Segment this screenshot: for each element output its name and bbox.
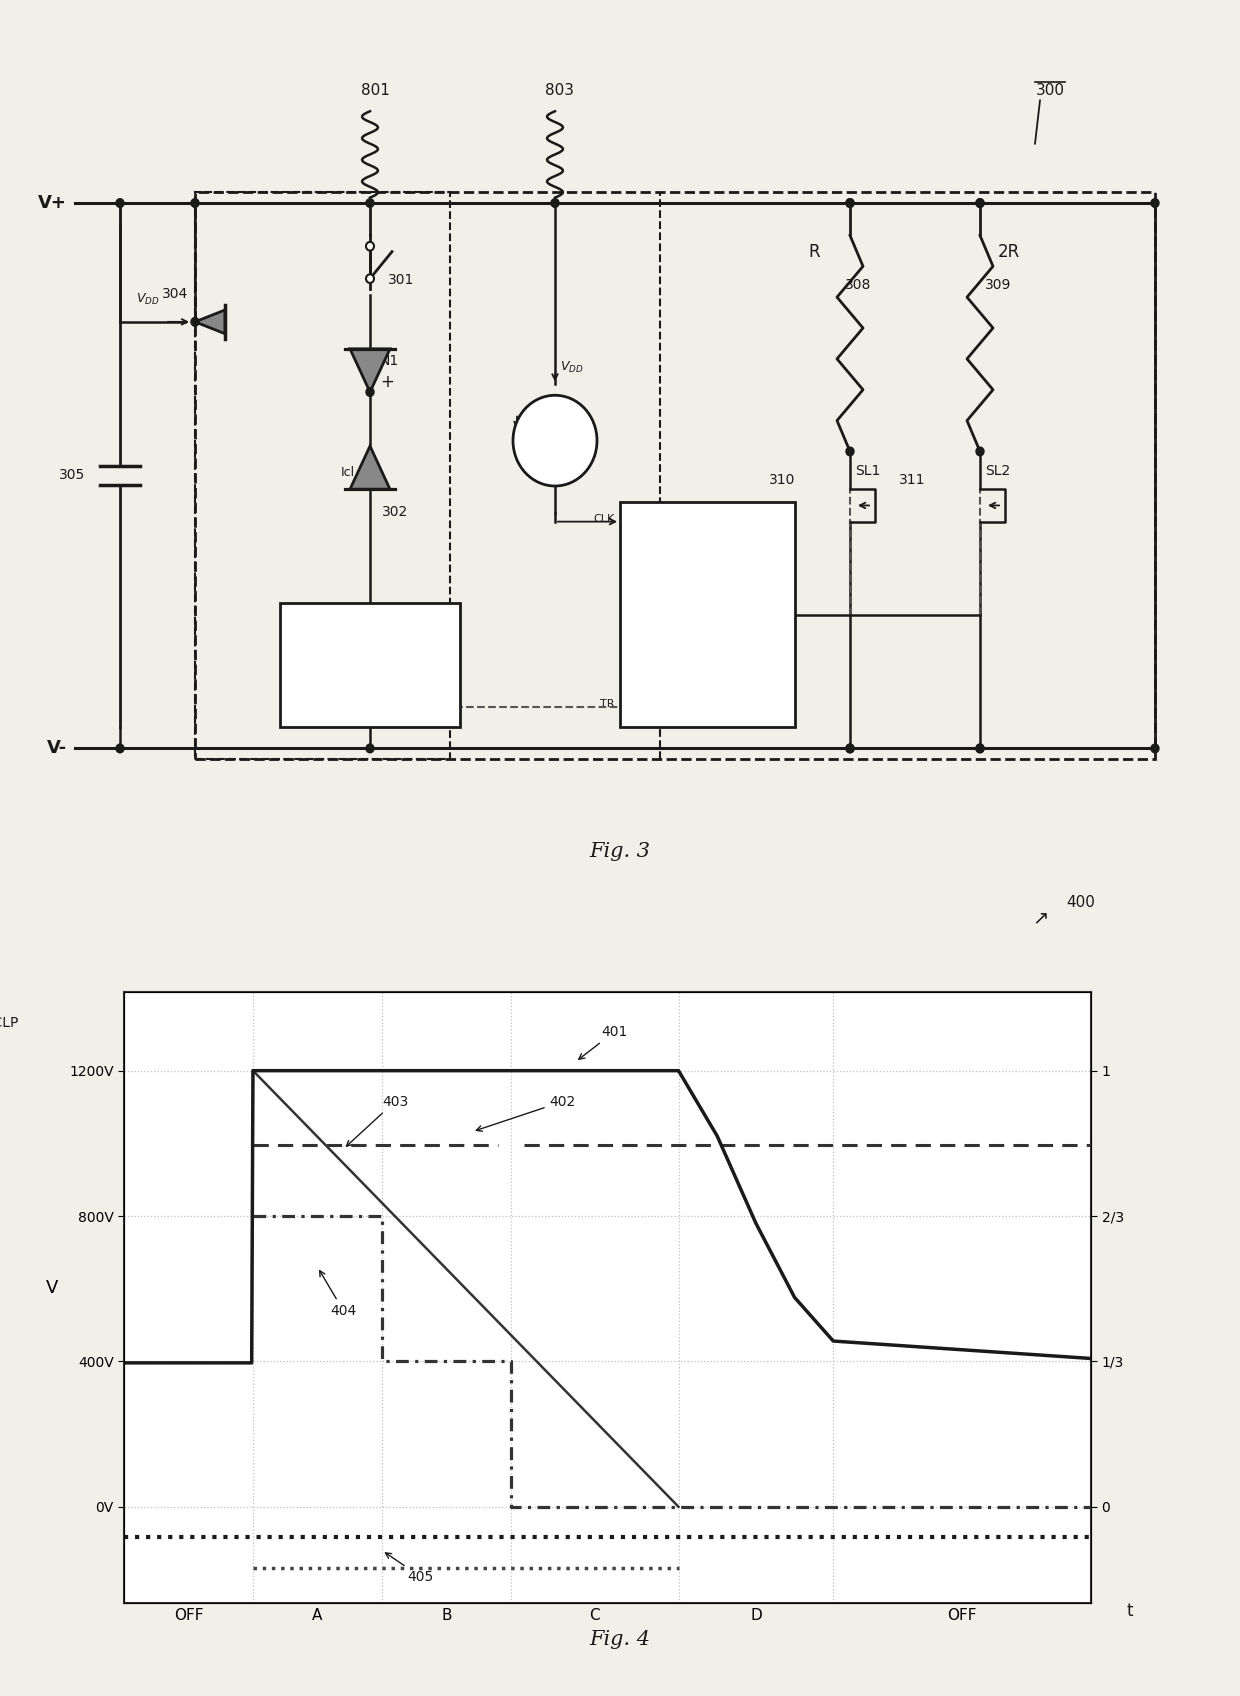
Text: t: t — [1127, 1601, 1133, 1620]
Bar — [280, 602, 460, 728]
Text: 305: 305 — [58, 468, 86, 482]
Polygon shape — [350, 446, 391, 488]
Text: V-: V- — [47, 739, 67, 758]
Text: CLK: CLK — [594, 514, 615, 524]
Bar — [195, 192, 450, 760]
Circle shape — [846, 745, 854, 753]
Text: 803: 803 — [546, 83, 574, 98]
Text: 304: 304 — [162, 287, 188, 302]
Circle shape — [117, 745, 124, 753]
Text: 300: 300 — [1035, 83, 1064, 98]
Text: 310: 310 — [769, 473, 795, 487]
Text: Fig. 4: Fig. 4 — [589, 1630, 651, 1649]
Text: 308: 308 — [844, 278, 872, 292]
Circle shape — [976, 198, 985, 207]
Text: R: R — [808, 243, 820, 261]
Text: +: + — [379, 373, 394, 390]
Circle shape — [366, 745, 374, 753]
Circle shape — [366, 198, 374, 207]
Circle shape — [191, 317, 198, 326]
Circle shape — [976, 198, 985, 207]
Circle shape — [976, 745, 985, 753]
Text: 303: 303 — [355, 656, 386, 673]
Circle shape — [1151, 198, 1159, 207]
Bar — [195, 192, 1154, 760]
Text: SL1: SL1 — [856, 465, 880, 478]
Text: 301: 301 — [388, 273, 414, 287]
Circle shape — [551, 198, 559, 207]
Text: Icl: Icl — [341, 466, 355, 480]
Text: 405: 405 — [386, 1554, 434, 1584]
Circle shape — [846, 745, 854, 753]
Text: N1: N1 — [379, 354, 399, 368]
Text: 306: 306 — [691, 605, 723, 624]
Text: 801: 801 — [361, 83, 389, 98]
Circle shape — [191, 198, 198, 207]
Circle shape — [846, 198, 854, 207]
Circle shape — [846, 198, 854, 207]
Text: $V_{DD}$: $V_{DD}$ — [560, 360, 584, 375]
Circle shape — [366, 388, 374, 397]
Polygon shape — [195, 310, 224, 334]
Text: 400: 400 — [1066, 895, 1095, 911]
Circle shape — [366, 275, 374, 283]
Y-axis label: V: V — [46, 1279, 58, 1297]
Text: TR: TR — [600, 699, 615, 709]
Circle shape — [1151, 745, 1159, 753]
Text: 311: 311 — [899, 473, 925, 487]
Text: 403: 403 — [346, 1094, 408, 1146]
Text: 309: 309 — [985, 278, 1012, 292]
Text: 402: 402 — [476, 1094, 575, 1131]
Text: VCLP: VCLP — [0, 1016, 19, 1029]
Text: 2R: 2R — [998, 243, 1021, 261]
Text: 404: 404 — [320, 1270, 357, 1318]
Circle shape — [513, 395, 596, 487]
Circle shape — [366, 243, 374, 251]
Circle shape — [846, 448, 854, 456]
Text: 401: 401 — [579, 1024, 627, 1060]
Circle shape — [976, 745, 985, 753]
Text: $V_{DD}$: $V_{DD}$ — [136, 292, 160, 307]
Text: 302: 302 — [382, 505, 408, 519]
Bar — [620, 502, 795, 728]
Circle shape — [976, 448, 985, 456]
Polygon shape — [350, 349, 391, 392]
Circle shape — [117, 198, 124, 207]
Text: V+: V+ — [38, 193, 67, 212]
Text: SL2: SL2 — [985, 465, 1011, 478]
Text: Fig. 3: Fig. 3 — [589, 841, 651, 860]
Text: $\nearrow$: $\nearrow$ — [1029, 909, 1049, 928]
Text: 307: 307 — [541, 432, 569, 448]
